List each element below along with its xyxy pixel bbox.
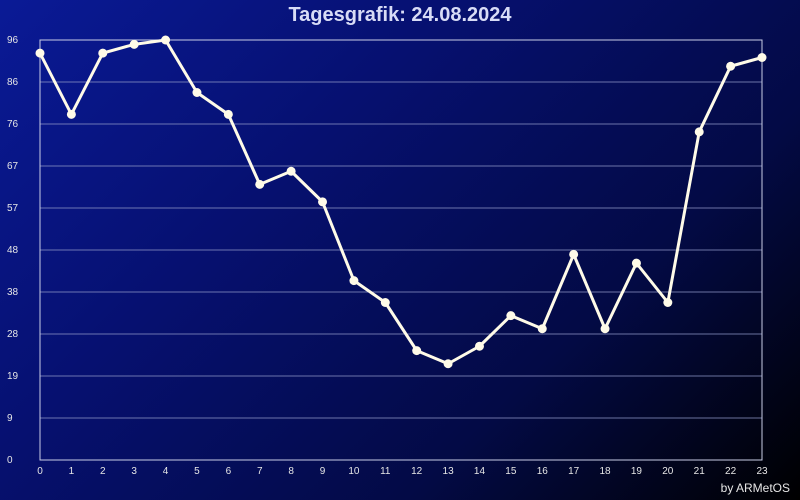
x-tick-label: 21 [694, 466, 706, 477]
x-tick-label: 10 [348, 466, 360, 477]
data-point [694, 127, 704, 137]
y-tick-label: 0 [7, 455, 13, 466]
chart-title: Tagesgrafik: 24.08.2024 [288, 4, 512, 26]
y-tick-label: 86 [7, 77, 19, 88]
data-point [286, 166, 296, 176]
x-tick-label: 16 [537, 466, 549, 477]
data-point [663, 298, 673, 307]
data-point [443, 359, 453, 369]
x-tick-label: 18 [599, 466, 611, 477]
x-tick-label: 14 [474, 466, 486, 477]
y-tick-label: 9 [7, 413, 13, 424]
x-tick-label: 4 [163, 466, 169, 477]
plot-border [39, 39, 763, 461]
y-tick-label: 19 [7, 371, 19, 382]
data-point [66, 109, 76, 119]
data-point [223, 109, 233, 119]
y-tick-label: 57 [7, 203, 19, 214]
x-tick-label: 7 [257, 466, 263, 477]
data-point [537, 324, 547, 334]
data-point [129, 39, 139, 49]
data-point [35, 48, 45, 58]
data-point [569, 249, 579, 259]
x-tick-label: 8 [288, 466, 294, 477]
data-point [600, 324, 610, 334]
x-tick-label: 5 [194, 466, 200, 477]
x-tick-label: 1 [69, 466, 75, 477]
x-tick-label: 19 [631, 466, 643, 477]
x-tick-label: 22 [725, 466, 737, 477]
x-tick-label: 3 [131, 466, 137, 477]
data-point [98, 48, 108, 58]
y-tick-label: 76 [7, 119, 19, 130]
x-tick-label: 17 [568, 466, 580, 477]
data-point [726, 61, 736, 71]
y-tick-label: 38 [7, 287, 19, 298]
x-tick-label: 11 [380, 466, 391, 477]
x-tick-label: 6 [226, 466, 232, 477]
y-tick-label: 96 [7, 35, 19, 46]
y-tick-label: 67 [7, 161, 19, 172]
x-tick-label: 20 [662, 466, 674, 477]
y-tick-label: 48 [7, 245, 19, 256]
x-tick-label: 12 [411, 466, 423, 477]
data-point [255, 179, 265, 189]
data-point [318, 197, 328, 207]
credit-label: by ARMetOS [720, 481, 790, 495]
x-tick-label: 2 [100, 466, 106, 477]
data-point [506, 311, 516, 321]
data-point [631, 258, 641, 268]
x-tick-label: 23 [756, 466, 768, 477]
x-tick-label: 13 [443, 466, 455, 477]
data-point [349, 276, 359, 286]
series-line [38, 38, 763, 366]
x-tick-label: 9 [320, 466, 326, 477]
data-point [192, 88, 202, 97]
data-point [161, 35, 171, 45]
data-point [380, 298, 390, 307]
x-tick-label: 15 [505, 466, 517, 477]
data-point [474, 341, 484, 351]
x-tick-label: 0 [37, 466, 43, 477]
data-point [412, 346, 422, 356]
y-tick-label: 28 [7, 329, 19, 340]
data-point [757, 53, 767, 62]
